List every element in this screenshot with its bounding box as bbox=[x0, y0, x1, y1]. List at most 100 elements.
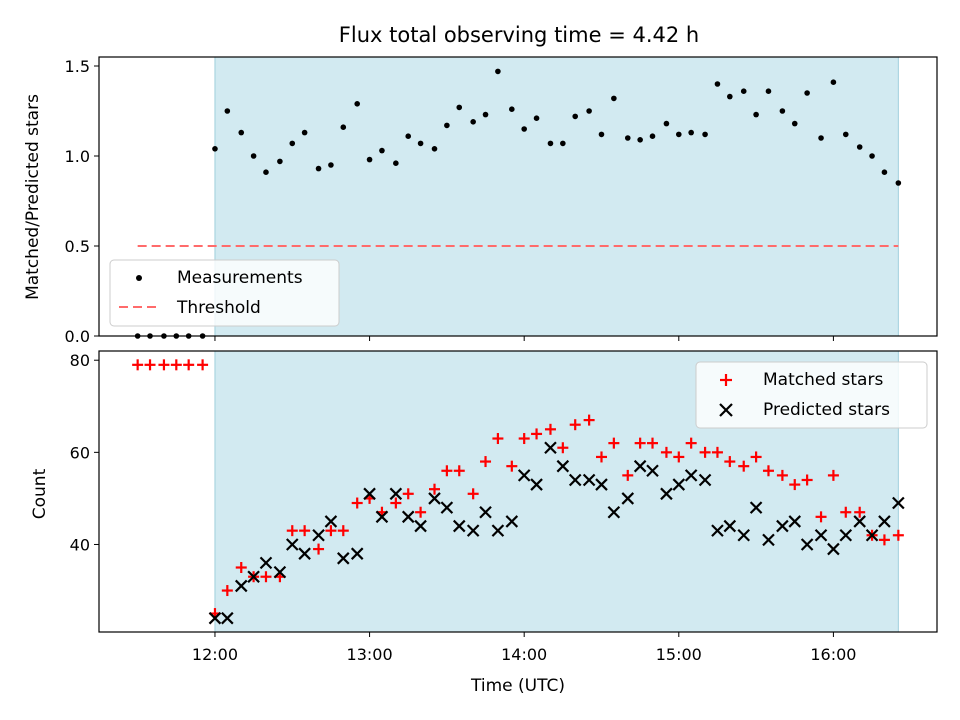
matched-star-point bbox=[685, 437, 697, 449]
measurement-point bbox=[289, 140, 296, 147]
predicted-star-point bbox=[440, 501, 454, 514]
matched-star-point bbox=[183, 359, 195, 371]
bottom-x-tick-label: 12:00 bbox=[192, 645, 238, 664]
measurement-point bbox=[315, 165, 322, 172]
predicted-star-point bbox=[762, 533, 775, 547]
predicted-star-point bbox=[221, 611, 234, 625]
matched-star-point bbox=[840, 506, 852, 518]
measurement-point bbox=[663, 120, 670, 127]
bottom-y-tick-label: 40 bbox=[70, 535, 90, 554]
measurement-point bbox=[328, 162, 334, 168]
measurement-point bbox=[842, 131, 849, 138]
bottom-x-tick-label: 16:00 bbox=[810, 645, 856, 664]
top-axes-frame bbox=[98, 56, 938, 337]
predicted-star-point bbox=[389, 487, 403, 501]
predicted-star-point bbox=[633, 459, 647, 473]
matched-star-point bbox=[557, 442, 569, 454]
measurement-point bbox=[753, 111, 759, 118]
predicted-star-point bbox=[273, 565, 287, 579]
matched-star-point bbox=[634, 437, 646, 449]
matched-star-point bbox=[337, 525, 349, 537]
matched-star-point bbox=[647, 437, 659, 449]
measurement-point bbox=[637, 137, 643, 143]
matched-star-point bbox=[441, 465, 453, 477]
top-y-tick-label: 0.5 bbox=[65, 237, 90, 256]
predicted-star-point bbox=[208, 611, 222, 625]
measurement-point bbox=[495, 68, 501, 75]
predicted-star-point bbox=[800, 538, 814, 551]
measurements-series bbox=[134, 57, 902, 339]
top-y-ticks: 0.0 0.5 1.0 1.5 bbox=[65, 57, 99, 346]
measurement-point bbox=[830, 79, 837, 85]
matched-star-point bbox=[170, 359, 182, 371]
matched-star-point bbox=[286, 525, 298, 537]
matched-star-point bbox=[260, 571, 272, 583]
matched-star-point bbox=[595, 451, 607, 463]
predicted-star-point bbox=[491, 524, 505, 537]
matched-star-point bbox=[429, 483, 441, 495]
matched-star-point bbox=[531, 428, 543, 440]
measurement-point bbox=[740, 88, 747, 94]
predicted-star-point bbox=[234, 579, 248, 593]
top-y-axis-label: Matched/Predicted stars bbox=[23, 94, 43, 300]
matched-star-point bbox=[815, 511, 827, 523]
matched-star-point bbox=[480, 456, 492, 468]
matched-star-point bbox=[544, 423, 556, 435]
matched-star-point bbox=[313, 543, 325, 555]
measurement-point bbox=[250, 153, 257, 159]
matched-star-point bbox=[518, 433, 530, 445]
measurement-point bbox=[727, 93, 733, 100]
measurements-legend-marker bbox=[136, 275, 142, 281]
matched-star-point bbox=[351, 497, 363, 509]
matched-star-point bbox=[402, 488, 414, 500]
measurement-point bbox=[470, 119, 476, 125]
predicted-star-point bbox=[452, 519, 466, 533]
measurement-point bbox=[560, 140, 566, 147]
matched-star-point bbox=[827, 469, 839, 481]
predicted-star-point bbox=[428, 492, 441, 505]
matched-star-point bbox=[660, 446, 672, 458]
predicted-star-point bbox=[788, 515, 802, 528]
bottom-y-tick-label: 80 bbox=[70, 351, 90, 370]
predicted-star-point bbox=[698, 473, 712, 487]
matched-star-point bbox=[235, 562, 247, 574]
predicted-star-point bbox=[350, 547, 364, 560]
measurement-point bbox=[224, 108, 231, 114]
predicted-star-point bbox=[660, 487, 673, 501]
matched-star-point bbox=[699, 446, 711, 458]
measurement-point bbox=[482, 111, 489, 118]
measurement-point bbox=[533, 115, 540, 121]
bottom-legend: Matched stars Predicted stars bbox=[695, 361, 928, 429]
matched-star-point bbox=[738, 460, 750, 472]
matched-star-point bbox=[453, 465, 465, 477]
predicted-star-point bbox=[892, 496, 905, 510]
predicted-star-point bbox=[375, 510, 389, 524]
bottom-y-tick-label: 60 bbox=[70, 443, 90, 462]
matched-star-point bbox=[724, 456, 736, 468]
predicted-star-point bbox=[414, 519, 427, 533]
matched-legend-label: Matched stars bbox=[763, 370, 883, 390]
predicted-star-point bbox=[582, 473, 596, 487]
measurement-point bbox=[714, 81, 721, 87]
matched-star-point bbox=[622, 469, 634, 481]
measurement-point bbox=[818, 135, 824, 141]
predicted-star-point bbox=[827, 542, 840, 556]
matched-star-point bbox=[673, 451, 685, 463]
predicted-star-point bbox=[324, 515, 338, 528]
measurement-point bbox=[586, 108, 592, 114]
measurement-point bbox=[379, 147, 385, 154]
measurement-point bbox=[869, 153, 875, 159]
predicted-star-point bbox=[517, 469, 531, 482]
measurement-point bbox=[238, 129, 245, 136]
matched-star-point bbox=[132, 359, 144, 371]
measurement-point bbox=[675, 131, 682, 138]
predicted-star-point bbox=[595, 478, 608, 491]
bottom-axes-frame bbox=[98, 350, 938, 633]
measurement-point bbox=[765, 88, 772, 94]
top-y-tick-label: 0.0 bbox=[65, 327, 90, 346]
matched-star-point bbox=[299, 525, 311, 537]
matched-star-point bbox=[506, 460, 518, 472]
bottom-y-axis-label: Count bbox=[30, 468, 50, 519]
predicted-legend-label: Predicted stars bbox=[763, 400, 890, 420]
measurement-point bbox=[212, 146, 218, 152]
